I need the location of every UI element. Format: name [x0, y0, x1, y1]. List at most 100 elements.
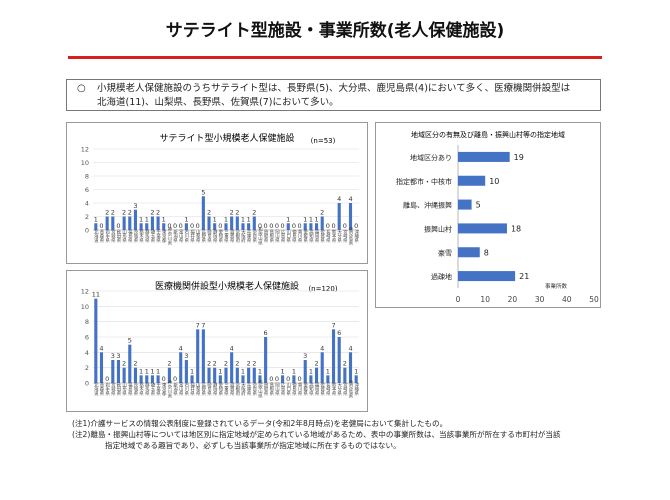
bar: [156, 216, 160, 230]
bar: [252, 216, 256, 230]
data-label: 2: [150, 209, 154, 217]
x-tick-label: 神奈川県: [167, 379, 172, 399]
category-label: 豪雪: [438, 248, 452, 257]
data-label: 4: [348, 344, 352, 352]
data-label: 21: [519, 272, 529, 281]
data-label: 5: [476, 201, 481, 210]
bar: [458, 199, 472, 210]
data-label: 1: [303, 215, 307, 223]
bar: [201, 196, 205, 230]
x-tick-label: 岐阜県: [207, 228, 212, 244]
data-label: 1: [241, 367, 245, 375]
bar: [224, 223, 228, 230]
x-tick-label: 福岡県: [314, 228, 319, 244]
x-tick-label: 滋賀県: [229, 228, 234, 244]
x-tick-label: 大分県: [337, 228, 342, 244]
bar: [235, 367, 239, 383]
region-chart-panel: 地域区分の有無及び離島・振興山村等の指定地域 19 地域区分あり 10 指定都市・中核市…: [375, 122, 601, 308]
page-title: サテライト型施設・事業所数(老人保健施設): [165, 21, 505, 41]
x-tick-label: 沖縄県: [354, 381, 359, 397]
x-tick-label: 長崎県: [325, 229, 330, 244]
data-label: 2: [111, 209, 115, 217]
bar: [116, 360, 121, 383]
x-tick-label: 鹿児島県: [348, 226, 353, 246]
chart-n-label: (n=53): [311, 137, 336, 145]
x-tick-label: 大阪府: [240, 228, 245, 244]
x-tick-label: 栃木県: [139, 381, 144, 397]
x-tick-label: 石川県: [184, 229, 189, 244]
x-tick-label: 新潟県: [173, 228, 178, 244]
x-tick-label: 宮崎県: [342, 381, 347, 397]
bar: [303, 223, 307, 230]
bar: [458, 151, 510, 162]
category-label: 地域区分あり: [410, 153, 452, 162]
bar: [224, 367, 228, 383]
x-tick-label: 東京都: [161, 381, 166, 397]
x-tick-label: 静岡県: [212, 228, 217, 244]
bar: [94, 298, 98, 383]
data-label: 1: [218, 367, 222, 375]
data-label: 2: [128, 209, 132, 217]
x-tick-label: 兵庫県: [246, 228, 251, 244]
data-label: 1: [162, 215, 166, 223]
x-tick-label: 青森県: [99, 228, 104, 244]
bar: [105, 216, 109, 230]
x-tick-label: 京都府: [235, 381, 240, 397]
x-tick-label: 石川県: [184, 382, 189, 397]
bar: [111, 216, 115, 230]
data-label: 11: [92, 291, 100, 299]
data-label: 1: [184, 215, 188, 223]
data-label: 2: [105, 209, 109, 217]
data-label: 2: [235, 360, 239, 368]
data-label: 6: [264, 329, 268, 337]
data-label: 2: [235, 209, 239, 217]
data-label: 1: [354, 367, 358, 375]
data-label: 18: [511, 224, 521, 233]
bar: [354, 375, 358, 383]
x-tick-label: 埼玉県: [150, 381, 155, 397]
bar: [133, 367, 138, 383]
bar: [122, 216, 126, 230]
bar: [184, 360, 188, 383]
note-1: (注1)介護サービスの情報公表制度に登録されているデータ(令和2年8月時点)を老…: [72, 419, 448, 428]
category-label: 過疎地: [431, 272, 452, 281]
data-label: 1: [281, 367, 285, 375]
note-2: (注2)離島・振興山村等については地区別に指定地域が定められている地域があるため…: [72, 430, 561, 439]
bar: [99, 352, 104, 383]
hospital-chart-panel: 医療機関併設型小規模老人保健施設 (n=120) 0 2 4 6 8 10 12 11 北海道 4 青森…: [66, 270, 368, 412]
bar: [258, 375, 262, 383]
data-label: 4: [179, 344, 183, 352]
data-label: 0: [105, 375, 109, 383]
x-tick-label: 香川県: [297, 228, 302, 244]
x-tick-label: 佐賀県: [320, 228, 325, 244]
data-label: 4: [320, 344, 324, 352]
data-label: 0: [326, 222, 330, 230]
bar: [314, 367, 319, 383]
category-label: 指定都市・中核市: [396, 177, 452, 186]
y-tick-label: 0: [85, 380, 89, 388]
data-label: 0: [343, 222, 347, 230]
bar: [139, 223, 143, 230]
data-label: 1: [292, 367, 296, 375]
x-tick-label: 富山県: [178, 228, 183, 244]
data-label: 0: [275, 222, 279, 230]
x-tick-label: 高知県: [308, 228, 313, 244]
x-tick-label: 長崎県: [325, 382, 330, 397]
bar: [458, 271, 516, 282]
x-tick-label: 群馬県: [144, 381, 149, 397]
y-tick-label: 10: [81, 303, 89, 311]
x-tick-label: 徳島県: [291, 228, 296, 244]
x-tick-label: 奈良県: [252, 381, 257, 397]
x-tick-label: 山梨県: [195, 228, 200, 244]
x-tick-label: 岩手県: [105, 381, 110, 397]
bar: [320, 352, 324, 383]
bar: [286, 223, 290, 230]
bar: [343, 367, 347, 383]
x-tick-label: 茨城県: [133, 228, 138, 244]
bar: [213, 367, 217, 383]
bar: [247, 367, 251, 383]
x-tick-label: 沖縄県: [354, 228, 359, 244]
x-tick-label: 福岡県: [314, 381, 319, 397]
x-tick-label: 群馬県: [144, 228, 149, 244]
data-label: 7: [331, 321, 335, 329]
